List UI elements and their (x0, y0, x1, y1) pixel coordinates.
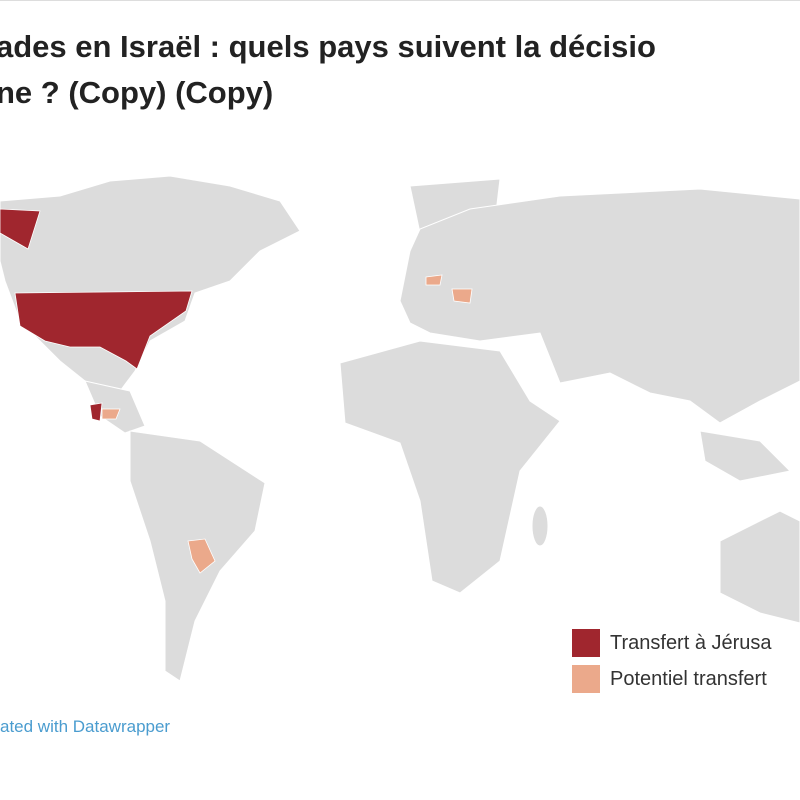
legend-swatch (572, 665, 600, 693)
eurasia (399, 188, 800, 424)
africa (339, 340, 561, 594)
southeast-asia (699, 430, 792, 482)
czechia (425, 274, 443, 286)
alaska (0, 208, 41, 250)
title-line: ades en Israël : quels pays suivent la d… (0, 29, 656, 64)
legend-item: Transfert à Jérusa (572, 629, 772, 657)
legend-swatch (572, 629, 600, 657)
united-states (14, 290, 193, 370)
legend-item: Potentiel transfert (572, 665, 767, 693)
north-america (0, 175, 301, 402)
legend-label: Potentiel transfert (610, 667, 767, 690)
honduras (101, 408, 121, 420)
australia (719, 510, 800, 624)
map (0, 175, 800, 682)
paraguay (187, 538, 216, 574)
legend-label: Transfert à Jérusa (610, 631, 772, 654)
romania (451, 288, 473, 304)
guatemala (89, 402, 103, 422)
credit[interactable]: ated with Datawrapper (0, 717, 171, 736)
title-line: ne ? (Copy) (Copy) (0, 75, 274, 110)
madagascar (531, 505, 549, 547)
